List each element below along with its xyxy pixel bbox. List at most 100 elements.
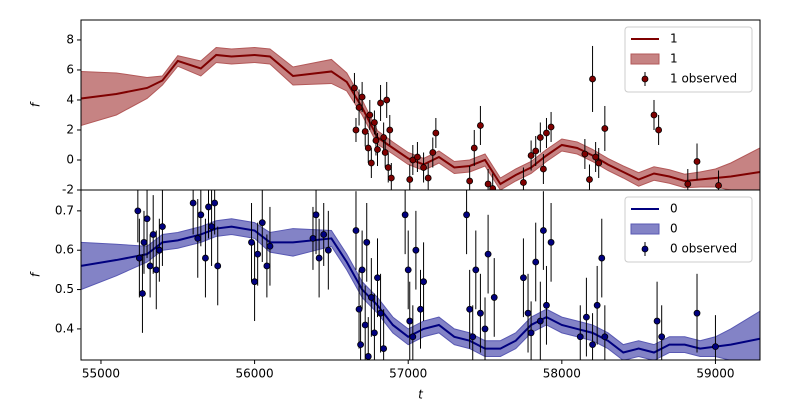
observation	[658, 333, 666, 341]
x-tick-label: 57000	[389, 367, 427, 381]
plot-area	[81, 45, 760, 190]
observation	[386, 126, 394, 134]
observation	[420, 164, 427, 171]
y-tick-label: -2	[62, 183, 74, 197]
observation	[420, 278, 427, 286]
observation	[527, 152, 535, 159]
y-axis-label: f	[29, 101, 43, 107]
observation	[140, 238, 148, 246]
observation	[409, 333, 417, 341]
legend: 1 1 1 observed	[624, 26, 753, 93]
observation	[363, 238, 371, 246]
legend-swatch	[630, 223, 660, 235]
observation	[520, 179, 527, 186]
observation	[601, 125, 609, 132]
observation	[477, 309, 484, 317]
observation	[466, 305, 474, 313]
y-axis-label: f	[29, 271, 43, 277]
observation	[205, 203, 212, 211]
observation	[380, 345, 388, 352]
observation	[543, 301, 550, 309]
observation	[524, 309, 532, 317]
observation	[208, 223, 215, 230]
observation	[371, 119, 378, 126]
observation	[361, 128, 369, 135]
observation	[655, 126, 663, 134]
observation	[417, 305, 424, 313]
observation	[469, 333, 477, 341]
legend-label: 1	[670, 52, 678, 66]
legend-label: 0	[670, 202, 678, 216]
observation	[715, 182, 722, 189]
observation	[693, 158, 701, 165]
legend-box	[624, 196, 753, 263]
observation	[466, 177, 474, 185]
observation	[364, 353, 372, 360]
observation	[366, 111, 374, 119]
observation	[429, 149, 437, 156]
observation	[414, 153, 421, 161]
observation	[371, 329, 378, 337]
observation	[490, 294, 498, 301]
observation	[693, 309, 701, 317]
observation	[381, 149, 389, 156]
mean-line	[81, 225, 760, 354]
observation	[404, 266, 412, 274]
observation	[358, 93, 366, 101]
observation	[684, 180, 692, 188]
x-tick-label: 58000	[543, 367, 581, 381]
observation	[484, 180, 492, 188]
observation	[135, 254, 143, 262]
y-tick-label: 0.4	[55, 321, 74, 335]
legend: 0 0 0 observed	[624, 196, 753, 263]
observation	[489, 185, 497, 190]
legend-swatch	[630, 53, 660, 65]
observation	[355, 104, 363, 111]
observation	[358, 266, 366, 274]
observation	[593, 301, 601, 309]
observation	[484, 250, 492, 258]
observation	[589, 75, 596, 83]
observation	[432, 129, 440, 137]
observation	[595, 159, 603, 167]
observation	[539, 165, 547, 173]
y-tick-label: 4	[66, 92, 74, 106]
y-tick-label: 2	[66, 122, 74, 136]
x-tick-label: 55000	[82, 367, 120, 381]
legend-label: 0 observed	[670, 242, 737, 256]
observation	[357, 341, 364, 349]
axes-frame	[80, 189, 761, 361]
observation	[536, 134, 544, 141]
observation	[351, 84, 358, 92]
observation	[266, 242, 274, 250]
observation	[159, 223, 166, 230]
observation	[315, 254, 323, 262]
observation	[377, 309, 384, 317]
y-tick-label: 6	[66, 62, 74, 76]
observation	[324, 246, 332, 254]
y-tick-label: 0.6	[55, 243, 74, 257]
observation	[361, 321, 369, 329]
observation	[380, 134, 388, 141]
observation	[309, 235, 317, 242]
observation	[406, 176, 414, 183]
y-tick-label: 0.7	[55, 203, 74, 217]
observation	[211, 199, 219, 207]
observation	[134, 207, 142, 215]
y-tick-label: 0	[66, 152, 74, 166]
observation	[543, 129, 550, 137]
observation	[424, 174, 432, 182]
y-tick-label: 8	[66, 32, 74, 46]
x-tick-label: 56000	[235, 367, 273, 381]
observation	[481, 325, 489, 333]
observation	[409, 156, 417, 164]
observation	[601, 333, 609, 341]
observation	[372, 137, 380, 144]
observation	[598, 254, 606, 262]
observation	[539, 227, 547, 234]
observation	[364, 144, 372, 152]
observation	[352, 126, 360, 134]
legend-box	[624, 26, 753, 93]
observation	[589, 341, 596, 349]
